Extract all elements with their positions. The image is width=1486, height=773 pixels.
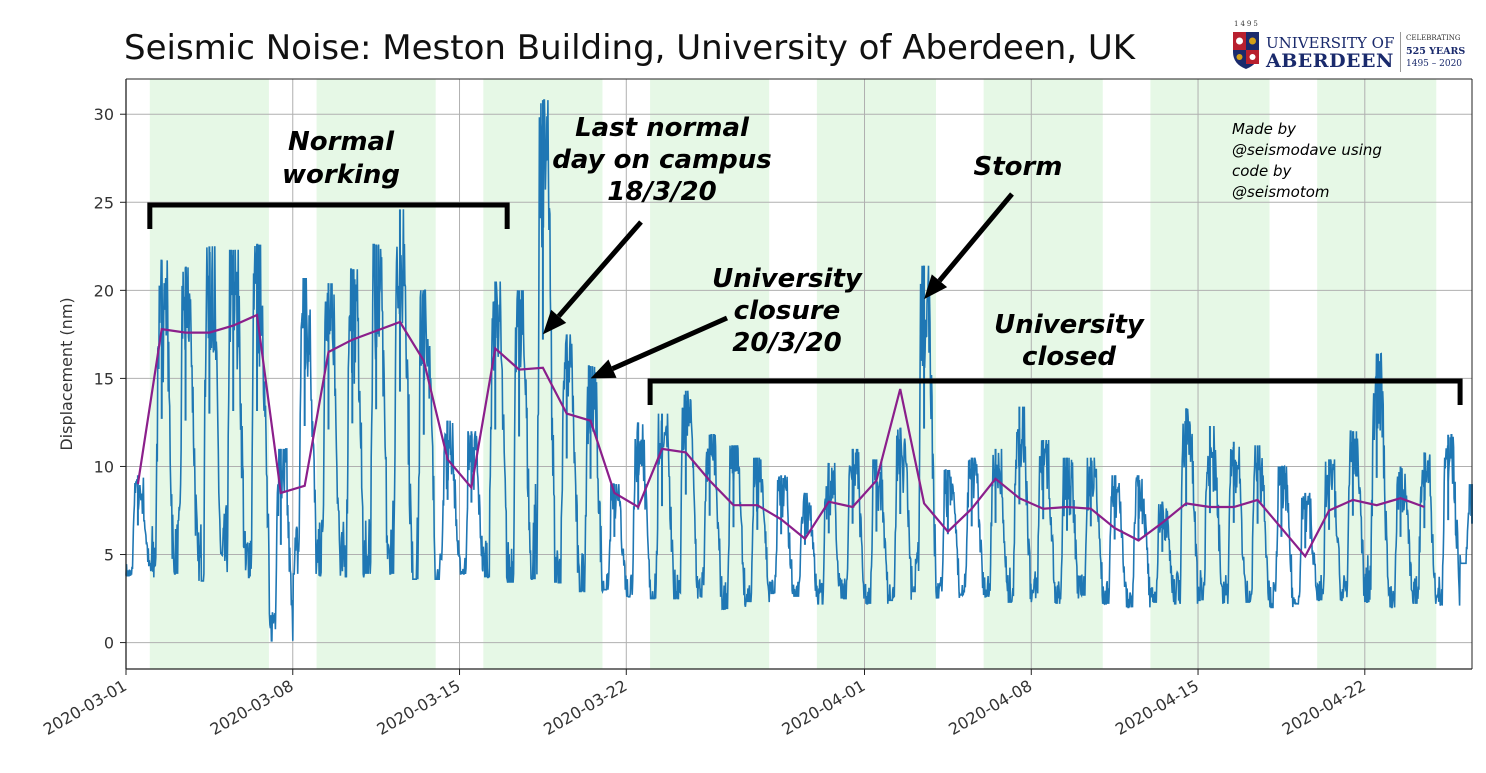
weekday-band [816,79,936,669]
logo-university-of: UNIVERSITY OF [1266,34,1395,52]
y-tick-label: 5 [104,546,114,565]
weekday-band [650,79,770,669]
logo-years: 525 YEARS [1406,46,1466,57]
x-tick-label: 2020-03-15 [373,676,463,739]
arrow-storm [937,192,1014,283]
weekday-band [983,79,1103,669]
annotation-university-closed: University closed [994,310,1145,372]
chart-title: Seismic Noise: Meston Building, Universi… [124,28,1136,68]
university-logo: 1495 UNIVERSITY OF ABERDEEN CELEBRATING … [1232,20,1482,76]
logo-year-span: 1495 – 2020 [1406,59,1463,69]
annotation-storm: Storm [974,152,1063,182]
x-tick-label: 2020-03-22 [540,676,630,739]
arrow-university-closure-head [590,359,617,379]
y-tick-label: 30 [94,105,114,124]
x-tick-label: 2020-03-01 [40,676,130,739]
average-line [136,313,1425,559]
bracket-university-closed [647,378,1463,405]
y-tick-label: 10 [94,457,114,476]
arrow-last-normal-day-head [542,309,567,335]
x-tick-label: 2020-04-22 [1279,676,1369,739]
logo-celebrating: CELEBRATING [1406,34,1461,42]
y-tick-label: 0 [104,634,114,653]
logo-divider [1400,32,1401,72]
arrow-university-closure [611,315,729,371]
x-tick-label: 2020-03-08 [207,676,297,739]
annotation-university-closure: University closure 20/3/20 [712,264,863,358]
y-tick-label: 20 [94,281,114,300]
signal-line [125,99,1473,642]
bracket-normal-working [147,202,510,229]
arrow-last-normal-day [556,220,643,318]
annotation-normal-working: Normal working [282,127,400,190]
logo-year: 1495 [1234,20,1260,28]
x-tick-label: 2020-04-08 [945,676,1035,739]
y-tick-label: 15 [94,369,114,388]
credit-text: Made by @seismodave using code by @seismoto… [1232,120,1382,201]
y-axis-label: Displacement (nm) [57,297,76,450]
annotation-last-normal-day: Last normal day on campus 18/3/20 [552,113,771,207]
arrow-storm-head [924,274,948,300]
logo-aberdeen: ABERDEEN [1266,50,1394,72]
y-tick-label: 25 [94,193,114,212]
crest-icon [1233,32,1259,69]
x-tick-label: 2020-04-15 [1112,676,1202,739]
x-tick-label: 2020-04-01 [778,676,868,739]
